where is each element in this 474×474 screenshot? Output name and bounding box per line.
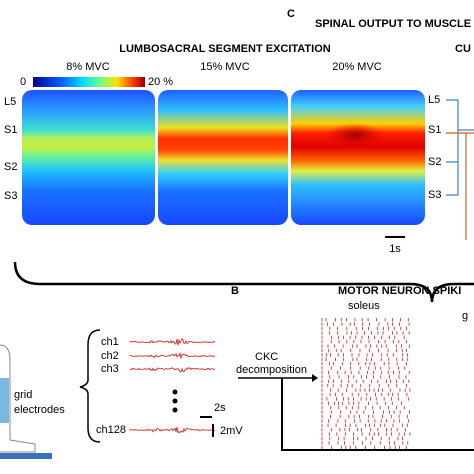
panel-title: SPINAL OUTPUT TO MUSCLE <box>315 18 471 30</box>
spike-raster <box>321 318 411 449</box>
heatmap <box>22 90 155 225</box>
channel: ch1 <box>101 336 119 348</box>
electrode-label: grid <box>14 389 32 401</box>
segment: S1 <box>4 124 17 136</box>
right-title: CU <box>455 43 471 55</box>
muscle: soleus <box>348 300 380 312</box>
electrode-grid <box>0 378 9 423</box>
segment: L5 <box>4 96 16 108</box>
emg-trace <box>129 338 216 346</box>
amp-scale: 2mV <box>220 425 243 437</box>
segment: S3 <box>4 190 17 202</box>
output-arrows <box>446 99 474 240</box>
segment: S2 <box>428 156 441 168</box>
ellipsis <box>172 389 178 413</box>
hotspot <box>325 123 385 147</box>
electrode-label: electrodes <box>14 404 65 416</box>
segment: S2 <box>4 161 17 173</box>
emg-trace <box>129 366 216 373</box>
channel: ch2 <box>101 350 119 362</box>
emg-signals <box>129 338 216 434</box>
panel-label: B <box>231 285 239 297</box>
heatmap-label: 8% MVC <box>66 61 109 73</box>
platform <box>0 453 52 459</box>
method: CKC <box>255 351 278 363</box>
time-scale: 2s <box>214 402 226 414</box>
panel-label: C <box>287 8 295 20</box>
arrowhead <box>312 374 318 382</box>
segment: S3 <box>428 189 441 201</box>
heatmap <box>291 90 425 225</box>
segment: S1 <box>428 124 441 136</box>
heatmap-label: 15% MVC <box>200 61 250 73</box>
emg-trace <box>129 351 216 359</box>
heatmap <box>158 90 288 225</box>
segment-labels: L5 S1 S2 S3 L5 S1 S2 S3 <box>4 94 441 202</box>
feedback-line <box>281 378 474 451</box>
heatmap-label: 20% MVC <box>332 61 382 73</box>
channel: ch3 <box>101 363 119 375</box>
scale-label: 1s <box>389 243 401 255</box>
colorbar <box>33 77 145 87</box>
colorbar-max: 20 % <box>148 76 173 88</box>
emg-trace <box>129 426 216 434</box>
segment: L5 <box>428 94 440 106</box>
panel-title: MOTOR NEURON SPIKI <box>338 285 461 297</box>
brace <box>13 261 474 303</box>
colorbar-min: 0 <box>20 76 26 88</box>
muscle: g <box>462 310 468 322</box>
heatmap-title: LUMBOSACRAL SEGMENT EXCITATION <box>119 43 331 55</box>
channel: ch128 <box>96 424 126 436</box>
brace <box>79 329 101 443</box>
leg-outline <box>0 344 36 453</box>
method: decomposition <box>236 364 307 376</box>
